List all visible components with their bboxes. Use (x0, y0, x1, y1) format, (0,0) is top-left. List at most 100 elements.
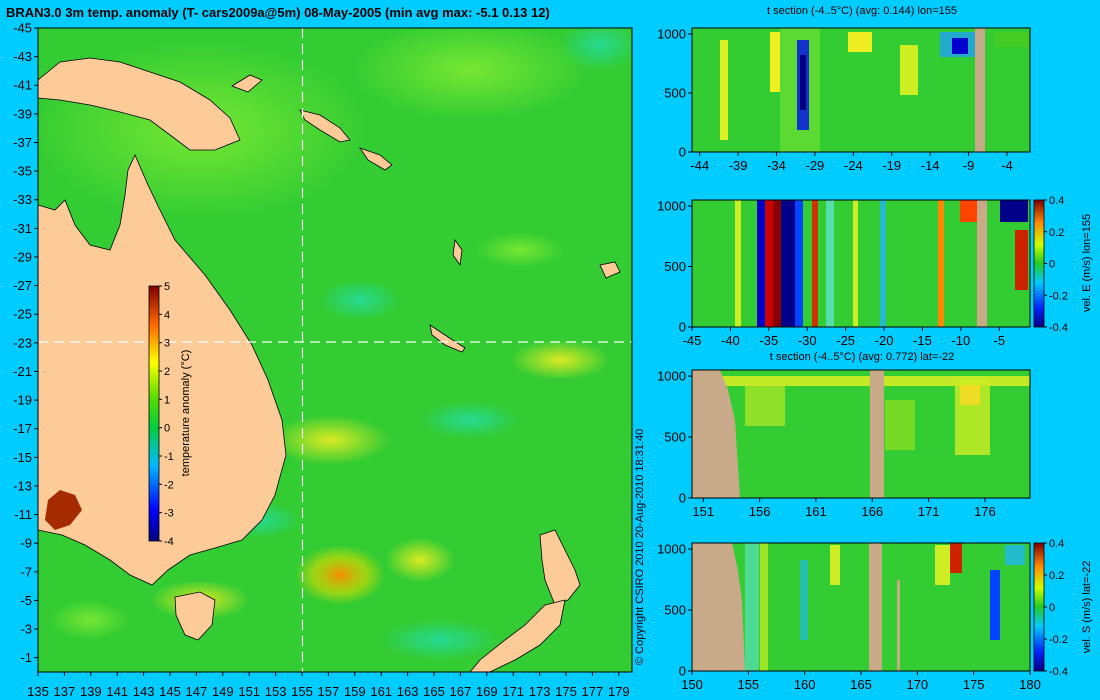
map-xtick-label: 155 (291, 684, 313, 699)
map-title: BRAN3.0 3m temp. anomaly (T- cars2009a@5… (6, 5, 550, 20)
australia (38, 154, 287, 586)
tsec-lon-ytick-label: 1000 (657, 26, 686, 41)
tsec-lat-ytick-label: 0 (679, 491, 686, 506)
map-colorbar-tick-label: 4 (164, 309, 170, 321)
tsec-lon-land (975, 28, 985, 152)
tsec-lon-xtick-label: -19 (882, 158, 901, 173)
tsec-lon-ytick-label: 0 (679, 145, 686, 160)
vels-colorbar: 0.4 0.2 0 -0.2 -0.4 vel. S (m/s) lat=-22 (1033, 538, 1093, 678)
tsec-lon-xtick-label: -4 (1001, 158, 1013, 173)
vels-panel (691, 542, 1031, 672)
map-xtick-label: 167 (450, 684, 472, 699)
new-caledonia (429, 324, 466, 353)
tsec-lat-xtick-label: 176 (974, 504, 996, 519)
vanuatu (452, 238, 463, 267)
vele-xtick-label: -5 (993, 333, 1005, 348)
map-ytick-label: -11 (14, 507, 32, 522)
vele-xtick-label: -45 (683, 333, 702, 348)
vele-xtick-label: -25 (836, 333, 855, 348)
vels-xtick-label: 180 (1019, 677, 1041, 692)
vels-colorbar-tick-label: 0.2 (1049, 570, 1064, 582)
tsec-lat-axes: 151 156 161 166 171 176 0 500 1000 (657, 369, 996, 519)
map-ytick-label: -23 (13, 335, 32, 350)
map-xtick-label: 151 (238, 684, 260, 699)
map-ytick-label: -27 (13, 278, 32, 293)
vele-colorbar-tick-label: 0 (1049, 259, 1055, 271)
map-ytick-label: -17 (13, 421, 32, 436)
vels-xtick-label: 175 (963, 677, 985, 692)
vels-xtick-label: 160 (794, 677, 816, 692)
map-ytick-label: -29 (13, 249, 32, 264)
tsec-lon-ytick-label: 500 (664, 85, 686, 100)
map-ytick-label: -25 (13, 307, 32, 322)
vels-xtick-label: 155 (737, 677, 759, 692)
tsec-lon-title: t section (-4..5°C) (avg: 0.144) lon=155 (767, 5, 957, 17)
vele-colorbar-ticks: 0.4 0.2 0 -0.2 -0.4 (1044, 195, 1068, 334)
map-colorbar-label: temperature anomaly (°C) (180, 350, 192, 477)
map-xtick-label: 173 (529, 684, 551, 699)
nz-north-island (539, 529, 581, 606)
map-colorbar-tick-label: 5 (164, 281, 170, 293)
map-colorbar-tick-label: 2 (164, 366, 170, 378)
map-ytick-label: -35 (13, 164, 32, 179)
fiji (599, 261, 621, 279)
vels-colorbar-tick-label: -0.4 (1049, 666, 1068, 678)
map-colorbar-tick-label: -3 (164, 508, 174, 520)
vele-ytick-label: 500 (664, 259, 686, 274)
tsec-lat-xtick-label: 156 (749, 504, 771, 519)
map-xtick-label: 149 (212, 684, 234, 699)
map-ytick-label: -19 (13, 393, 32, 408)
vels-ytick-label: 500 (664, 603, 686, 618)
map-xtick-label: 165 (423, 684, 445, 699)
map-ytick-label: -45 (13, 21, 32, 36)
vele-colorbar-tick-label: -0.2 (1049, 290, 1068, 302)
map-ytick-label: -1 (20, 650, 32, 665)
vele-colorbar-label: vel. E (m/s) lon=155 (1081, 214, 1093, 312)
map-xtick-label: 139 (80, 684, 102, 699)
tsec-lat-xtick-label: 166 (861, 504, 883, 519)
tsec-lat-xtick-label: 151 (692, 504, 714, 519)
map-colorbar-tick-label: -4 (164, 536, 174, 548)
map-ytick-label: -31 (13, 221, 32, 236)
vels-colorbar-gradient (1033, 542, 1045, 672)
map-ytick-label: -37 (13, 135, 32, 150)
tsec-lat-xtick-label: 171 (918, 504, 940, 519)
tsec-lon-xtick-label: -39 (729, 158, 748, 173)
tsec-lon-axes: -44 -39 -34 -29 -24 -19 -14 -9 -4 0 500 1000 (657, 26, 1013, 173)
map-ytick-label: -21 (13, 364, 32, 379)
vele-land (977, 200, 987, 327)
map-axes: 135 137 139 141 143 145 147 149 151 153 155 157 159 1… (13, 21, 629, 700)
anomaly-hotspot (45, 490, 82, 530)
map-xtick-label: 161 (370, 684, 392, 699)
tsec-lat-land-west (692, 370, 740, 498)
map-panel (37, 27, 633, 673)
map-land (38, 57, 621, 672)
map-colorbar-tick-label: -2 (164, 479, 174, 491)
vels-ytick-label: 1000 (657, 542, 686, 557)
vels-xtick-label: 165 (850, 677, 872, 692)
vels-colorbar-label: vel. S (m/s) lat=-22 (1081, 561, 1093, 654)
map-xtick-label: 159 (344, 684, 366, 699)
map-colorbar-tick-label: 1 (164, 394, 170, 406)
tasmania (174, 591, 216, 641)
map-colorbar-tick-label: 3 (164, 338, 170, 350)
tsec-lat-ytick-label: 1000 (657, 369, 686, 384)
map-xtick-label: 153 (265, 684, 287, 699)
map-ytick-label: -7 (20, 564, 32, 579)
vele-xtick-label: -15 (913, 333, 932, 348)
nz-south-island (469, 599, 566, 672)
vele-colorbar: 0.4 0.2 0 -0.2 -0.4 vel. E (m/s) lon=155 (1033, 195, 1093, 334)
map-frame (37, 27, 633, 673)
map-ytick-label: -15 (13, 450, 32, 465)
copyright-text: © Copyright CSIRO 2010 20-Aug-2010 18:31… (634, 429, 646, 665)
vele-panel (691, 199, 1031, 328)
map-ytick-label: -33 (13, 192, 32, 207)
map-ytick-label: -39 (13, 106, 32, 121)
vele-colorbar-tick-label: -0.4 (1049, 322, 1068, 334)
map-xtick-label: 177 (582, 684, 604, 699)
map-colorbar: 5 4 3 2 1 0 -1 -2 -3 -4 temperature anomaly (°C) (148, 281, 192, 548)
vele-xtick-label: -10 (951, 333, 970, 348)
vels-colorbar-tick-label: -0.2 (1049, 634, 1068, 646)
vels-axes: 150 155 160 165 170 175 180 0 500 1000 (657, 542, 1041, 692)
